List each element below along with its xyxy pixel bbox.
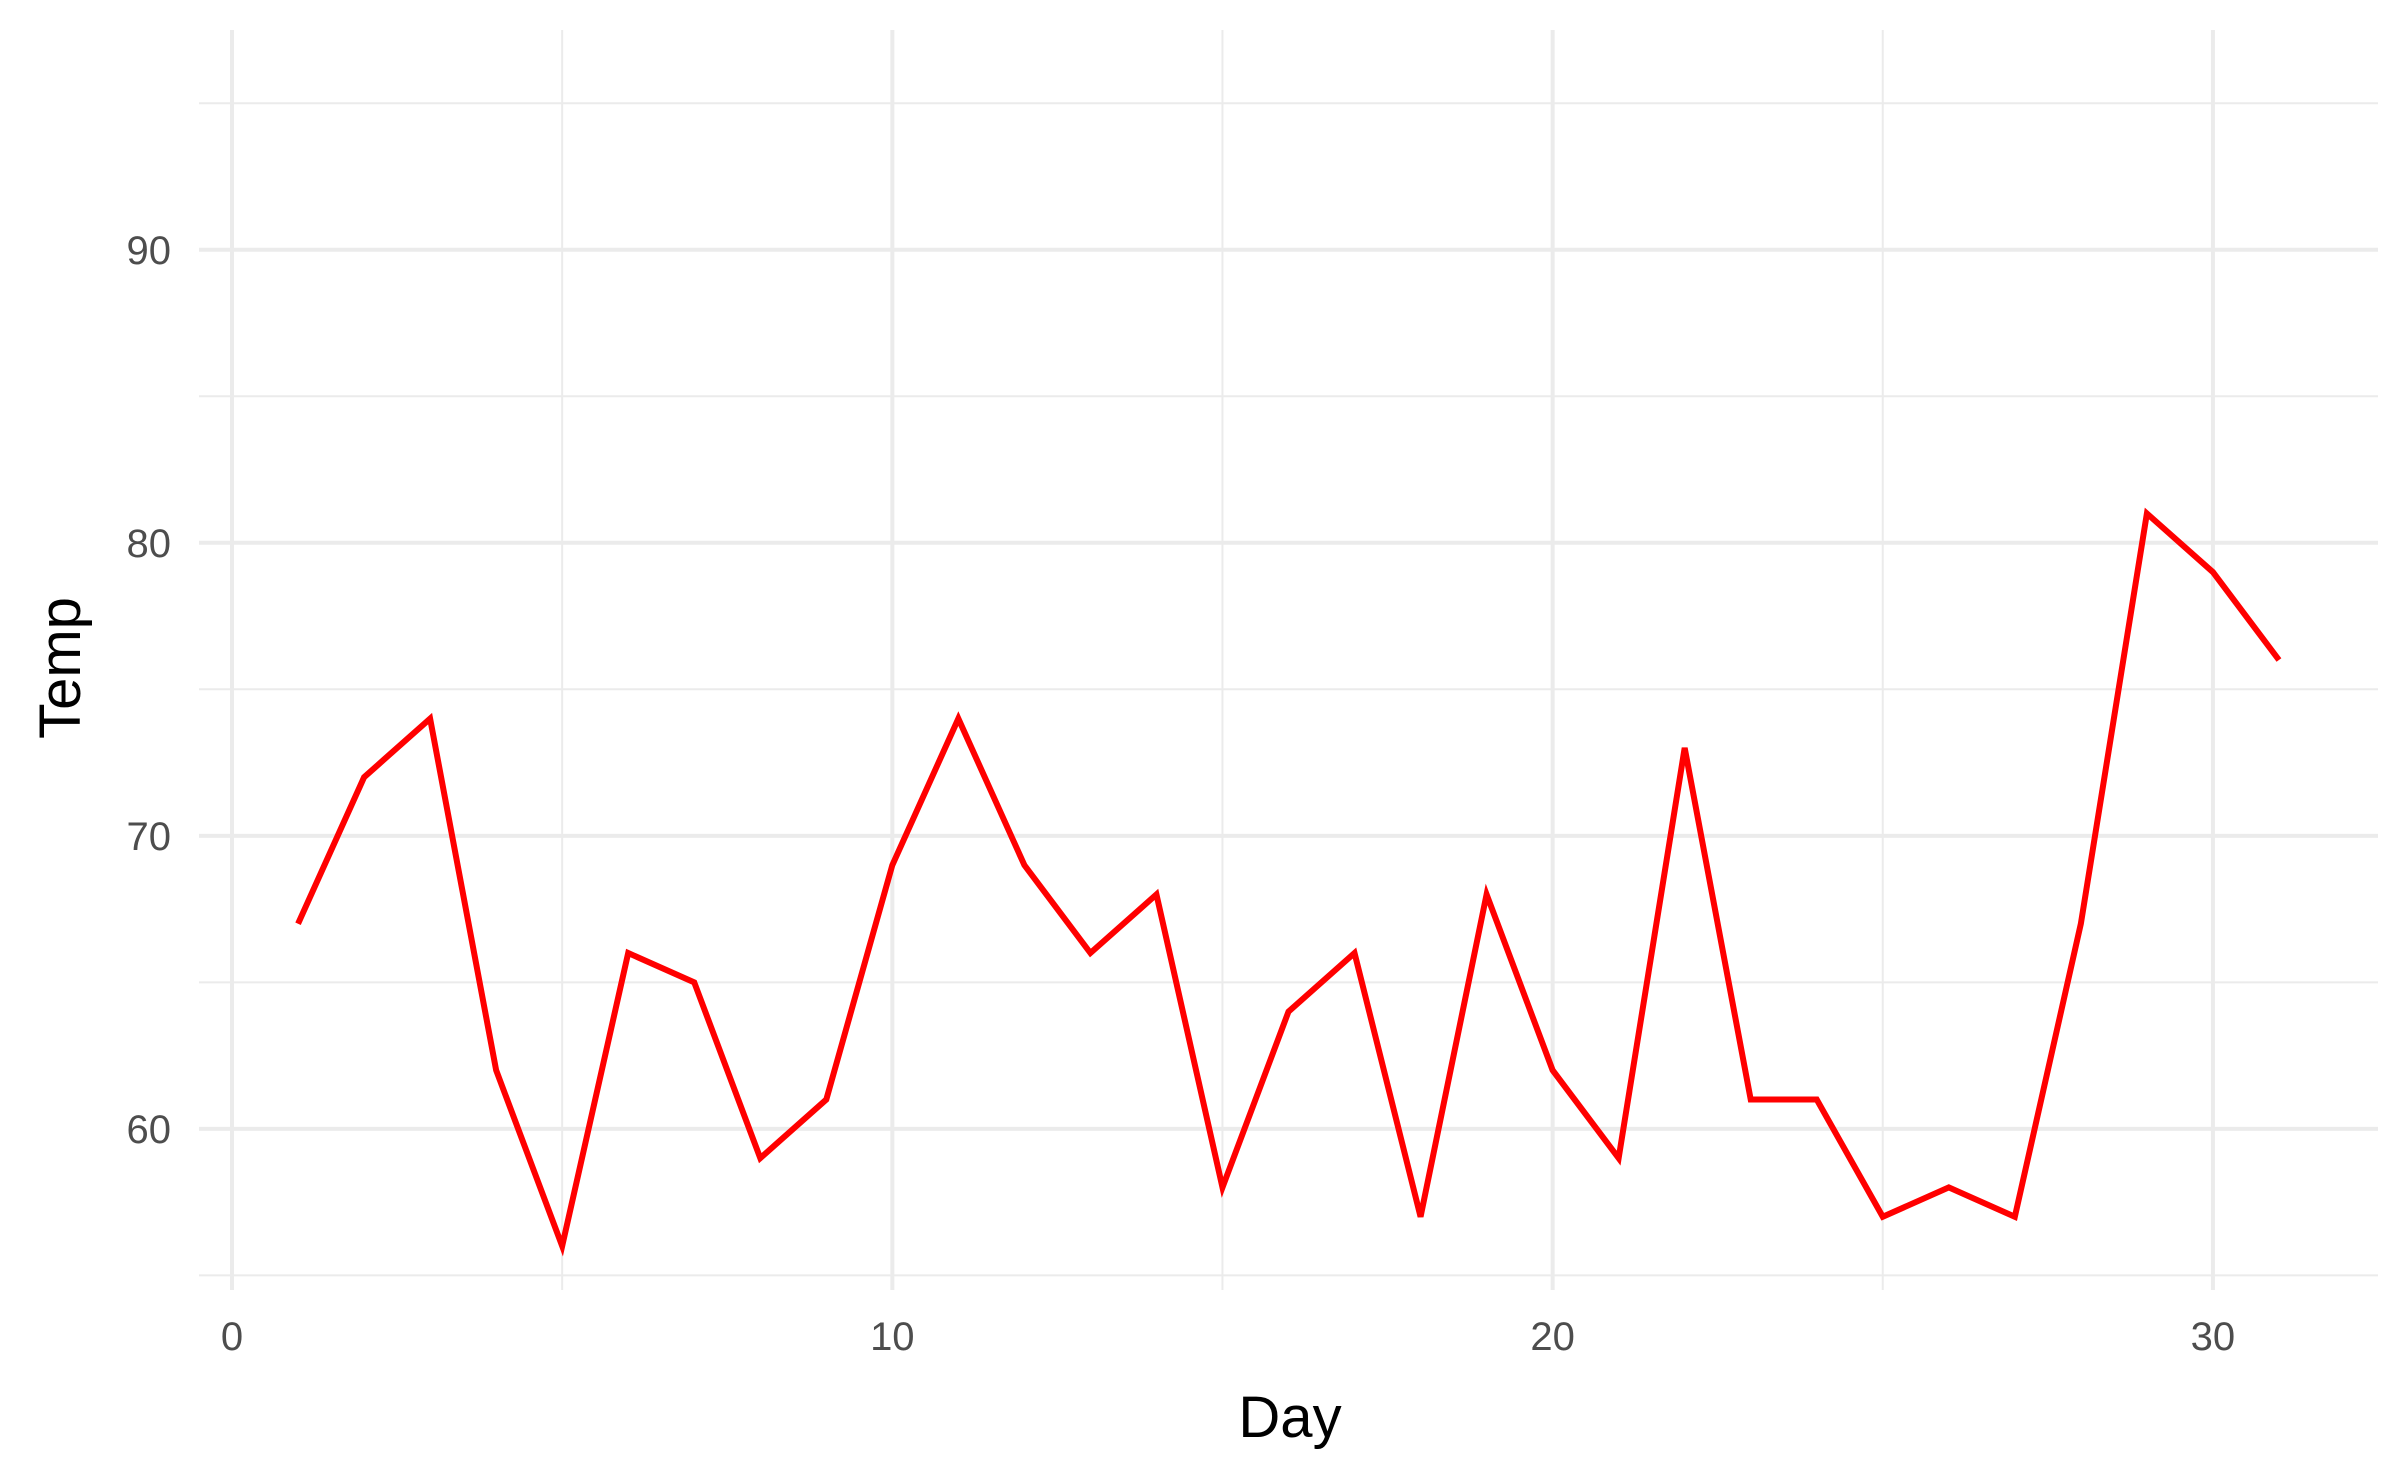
data-point: [2144, 510, 2150, 516]
data-point: [1880, 1214, 1886, 1220]
data-point: [1550, 1067, 1556, 1073]
data-point: [1219, 1184, 1225, 1190]
y-tick-label: 80: [127, 522, 172, 566]
data-point: [1021, 862, 1027, 868]
data-point: [1087, 950, 1093, 956]
data-point: [2276, 657, 2282, 663]
data-point: [1748, 1097, 1754, 1103]
x-tick-label: 0: [221, 1315, 243, 1359]
x-axis-tick-labels: 0 10 20 30: [221, 1315, 2235, 1359]
data-point: [2210, 569, 2216, 575]
data-point: [493, 1067, 499, 1073]
series-layer: [295, 507, 2282, 1257]
data-point: [691, 979, 697, 985]
data-point: [2012, 1214, 2018, 1220]
data-point: [427, 716, 433, 722]
data-point: [1418, 1214, 1424, 1220]
data-point: [625, 950, 631, 956]
series-line: [295, 507, 2282, 1257]
data-point: [1352, 950, 1358, 956]
data-point: [1153, 891, 1159, 897]
data-point: [823, 1097, 829, 1103]
x-tick-label: 20: [1530, 1315, 1575, 1359]
data-point: [1286, 1009, 1292, 1015]
data-point: [1682, 745, 1688, 751]
minor-gridlines: [199, 30, 2378, 1290]
data-point: [2078, 921, 2084, 927]
x-axis-title: Day: [1238, 1385, 1341, 1450]
y-tick-label: 90: [127, 229, 172, 273]
data-point: [757, 1155, 763, 1161]
data-point: [1616, 1155, 1622, 1161]
data-point: [559, 1243, 565, 1249]
x-tick-label: 10: [870, 1315, 915, 1359]
major-gridlines: [199, 30, 2378, 1290]
data-point: [955, 716, 961, 722]
y-tick-label: 60: [127, 1108, 172, 1152]
data-point: [1946, 1184, 1952, 1190]
data-point: [889, 862, 895, 868]
y-tick-label: 70: [127, 815, 172, 859]
x-tick-label: 30: [2191, 1315, 2236, 1359]
y-axis-tick-labels: 60 70 80 90: [127, 229, 172, 1152]
data-point: [1484, 891, 1490, 897]
y-axis-title: Temp: [28, 597, 93, 739]
data-point: [1814, 1097, 1820, 1103]
data-point: [361, 774, 367, 780]
data-point: [295, 921, 301, 927]
